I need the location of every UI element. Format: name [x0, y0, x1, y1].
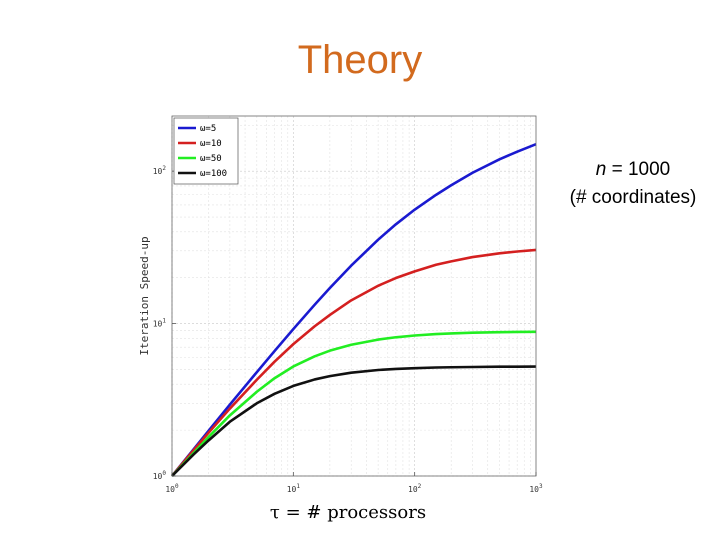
y-tick-exponent: 1	[162, 318, 166, 325]
legend-entry: ω=50	[200, 154, 222, 164]
x-tick-exponent: 0	[175, 483, 179, 490]
x-tick-exponent: 1	[296, 483, 300, 490]
legend-entry: ω=10	[200, 139, 222, 149]
y-axis-label: Iteration Speed-up	[138, 236, 151, 355]
x-tick-base: 10	[529, 485, 539, 494]
y-tick-label: 100	[153, 470, 167, 481]
plot-frame	[171, 115, 537, 477]
legend-entry: ω=100	[200, 169, 227, 179]
side-note-line2: (# coordinates)	[569, 187, 697, 208]
y-tick-label: 102	[153, 165, 167, 176]
side-note-line1: n = 1000	[548, 156, 718, 184]
series-line-3	[171, 365, 537, 477]
series-line-1	[171, 248, 537, 477]
y-tick-exponent: 2	[162, 165, 166, 172]
legend-entry: ω=5	[200, 124, 216, 134]
x-tick-label: 102	[408, 483, 422, 494]
series-line-2	[171, 330, 537, 477]
x-axis-label: τ = # processors	[270, 502, 426, 523]
side-note-value: = 1000	[606, 159, 671, 180]
y-tick-base: 10	[153, 320, 163, 329]
side-note-variable: n	[595, 159, 607, 180]
x-tick-label: 100	[165, 483, 179, 494]
side-note: n = 1000 (# coordinates)	[548, 156, 718, 212]
y-tick-label: 101	[153, 318, 167, 329]
x-tick-base: 10	[165, 485, 175, 494]
x-tick-base: 10	[408, 485, 418, 494]
x-tick-label: 101	[287, 483, 301, 494]
x-tick-exponent: 3	[539, 483, 543, 490]
x-tick-base: 10	[287, 485, 297, 494]
y-tick-base: 10	[153, 167, 163, 176]
x-tick-label: 103	[529, 483, 543, 494]
legend: ω=5 ω=10 ω=50 ω=100	[173, 117, 239, 185]
slide-title: Theory	[297, 38, 423, 82]
y-tick-exponent: 0	[162, 470, 166, 477]
x-tick-exponent: 2	[418, 483, 422, 490]
series-lines	[170, 143, 537, 477]
series-line-0	[170, 143, 537, 477]
y-tick-base: 10	[153, 472, 163, 481]
